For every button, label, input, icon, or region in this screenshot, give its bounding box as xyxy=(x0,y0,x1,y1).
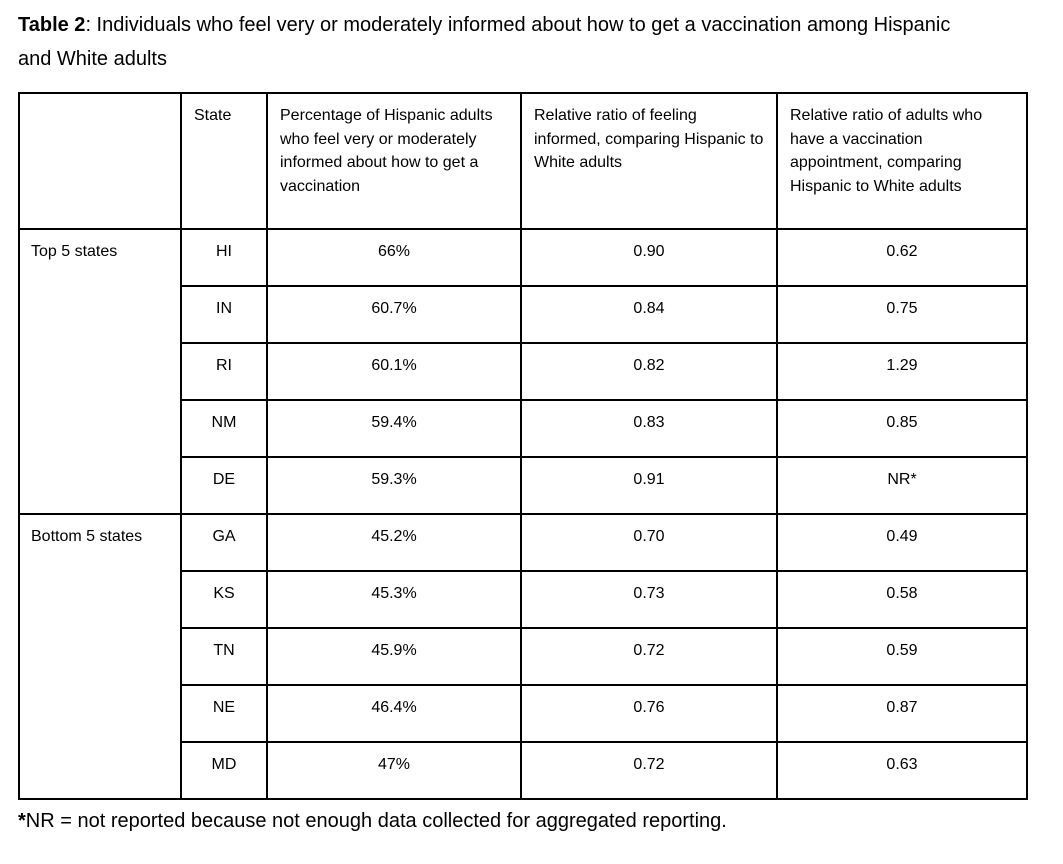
header-state: State xyxy=(180,92,268,230)
cell-state: HI xyxy=(180,228,268,287)
cell-percentage: 45.9% xyxy=(266,627,522,686)
table-header-row: State Percentage of Hispanic adults who … xyxy=(18,92,1028,230)
table-row: DE 59.3% 0.91 NR* xyxy=(19,456,1028,515)
cell-state: MD xyxy=(180,741,268,800)
cell-ratio-appointment: 0.59 xyxy=(776,627,1028,686)
cell-percentage: 60.1% xyxy=(266,342,522,401)
footnote-text: NR = not reported because not enough dat… xyxy=(25,810,727,832)
cell-percentage: 60.7% xyxy=(266,285,522,344)
cell-ratio-appointment: 0.75 xyxy=(776,285,1028,344)
group-label-top5: Top 5 states xyxy=(18,228,182,515)
table-row: MD 47% 0.72 0.63 xyxy=(19,741,1028,800)
cell-ratio-informed: 0.83 xyxy=(520,399,778,458)
table-title-text: : Individuals who feel very or moderatel… xyxy=(18,14,951,70)
cell-ratio-appointment: NR* xyxy=(776,456,1028,515)
footnote-asterisk: * xyxy=(18,810,26,832)
table-row: Top 5 states HI 66% 0.90 0.62 xyxy=(18,228,1028,515)
header-ratio-appointment: Relative ratio of adults who have a vacc… xyxy=(776,92,1028,230)
table-title-label: Table 2 xyxy=(18,14,86,36)
header-ratio-informed: Relative ratio of feeling informed, comp… xyxy=(520,92,778,230)
cell-percentage: 45.2% xyxy=(266,513,522,572)
cell-ratio-informed: 0.72 xyxy=(520,741,778,800)
cell-ratio-appointment: 0.85 xyxy=(776,399,1028,458)
table-row: Bottom 5 states GA 45.2% 0.70 0.49 xyxy=(18,513,1028,800)
cell-ratio-appointment: 0.49 xyxy=(776,513,1028,572)
cell-state: GA xyxy=(180,513,268,572)
cell-ratio-informed: 0.70 xyxy=(520,513,778,572)
table-row: KS 45.3% 0.73 0.58 xyxy=(19,570,1028,629)
cell-ratio-appointment: 0.63 xyxy=(776,741,1028,800)
cell-ratio-appointment: 0.87 xyxy=(776,684,1028,743)
table-title: Table 2: Individuals who feel very or mo… xyxy=(18,8,963,76)
cell-state: RI xyxy=(180,342,268,401)
cell-state: IN xyxy=(180,285,268,344)
cell-ratio-informed: 0.72 xyxy=(520,627,778,686)
cell-ratio-appointment: 0.58 xyxy=(776,570,1028,629)
cell-ratio-informed: 0.90 xyxy=(520,228,778,287)
cell-ratio-informed: 0.84 xyxy=(520,285,778,344)
cell-percentage: 59.3% xyxy=(266,456,522,515)
cell-state: KS xyxy=(180,570,268,629)
cell-ratio-informed: 0.76 xyxy=(520,684,778,743)
cell-ratio-appointment: 1.29 xyxy=(776,342,1028,401)
cell-percentage: 45.3% xyxy=(266,570,522,629)
cell-ratio-informed: 0.91 xyxy=(520,456,778,515)
cell-state: TN xyxy=(180,627,268,686)
header-percentage-informed: Percentage of Hispanic adults who feel v… xyxy=(266,92,522,230)
table-footnote: *NR = not reported because not enough da… xyxy=(18,808,1045,834)
cell-ratio-informed: 0.82 xyxy=(520,342,778,401)
table-row: TN 45.9% 0.72 0.59 xyxy=(19,627,1028,686)
table-row: NE 46.4% 0.76 0.87 xyxy=(19,684,1028,743)
table-row: NM 59.4% 0.83 0.85 xyxy=(19,399,1028,458)
cell-percentage: 59.4% xyxy=(266,399,522,458)
cell-ratio-informed: 0.73 xyxy=(520,570,778,629)
cell-percentage: 66% xyxy=(266,228,522,287)
cell-ratio-appointment: 0.62 xyxy=(776,228,1028,287)
cell-state: NE xyxy=(180,684,268,743)
table-row: IN 60.7% 0.84 0.75 xyxy=(19,285,1028,344)
cell-state: NM xyxy=(180,399,268,458)
vaccination-informed-table: State Percentage of Hispanic adults who … xyxy=(18,92,1028,800)
table-row: RI 60.1% 0.82 1.29 xyxy=(19,342,1028,401)
cell-percentage: 47% xyxy=(266,741,522,800)
header-empty xyxy=(18,92,182,230)
group-label-bottom5: Bottom 5 states xyxy=(18,513,182,800)
cell-percentage: 46.4% xyxy=(266,684,522,743)
cell-state: DE xyxy=(180,456,268,515)
